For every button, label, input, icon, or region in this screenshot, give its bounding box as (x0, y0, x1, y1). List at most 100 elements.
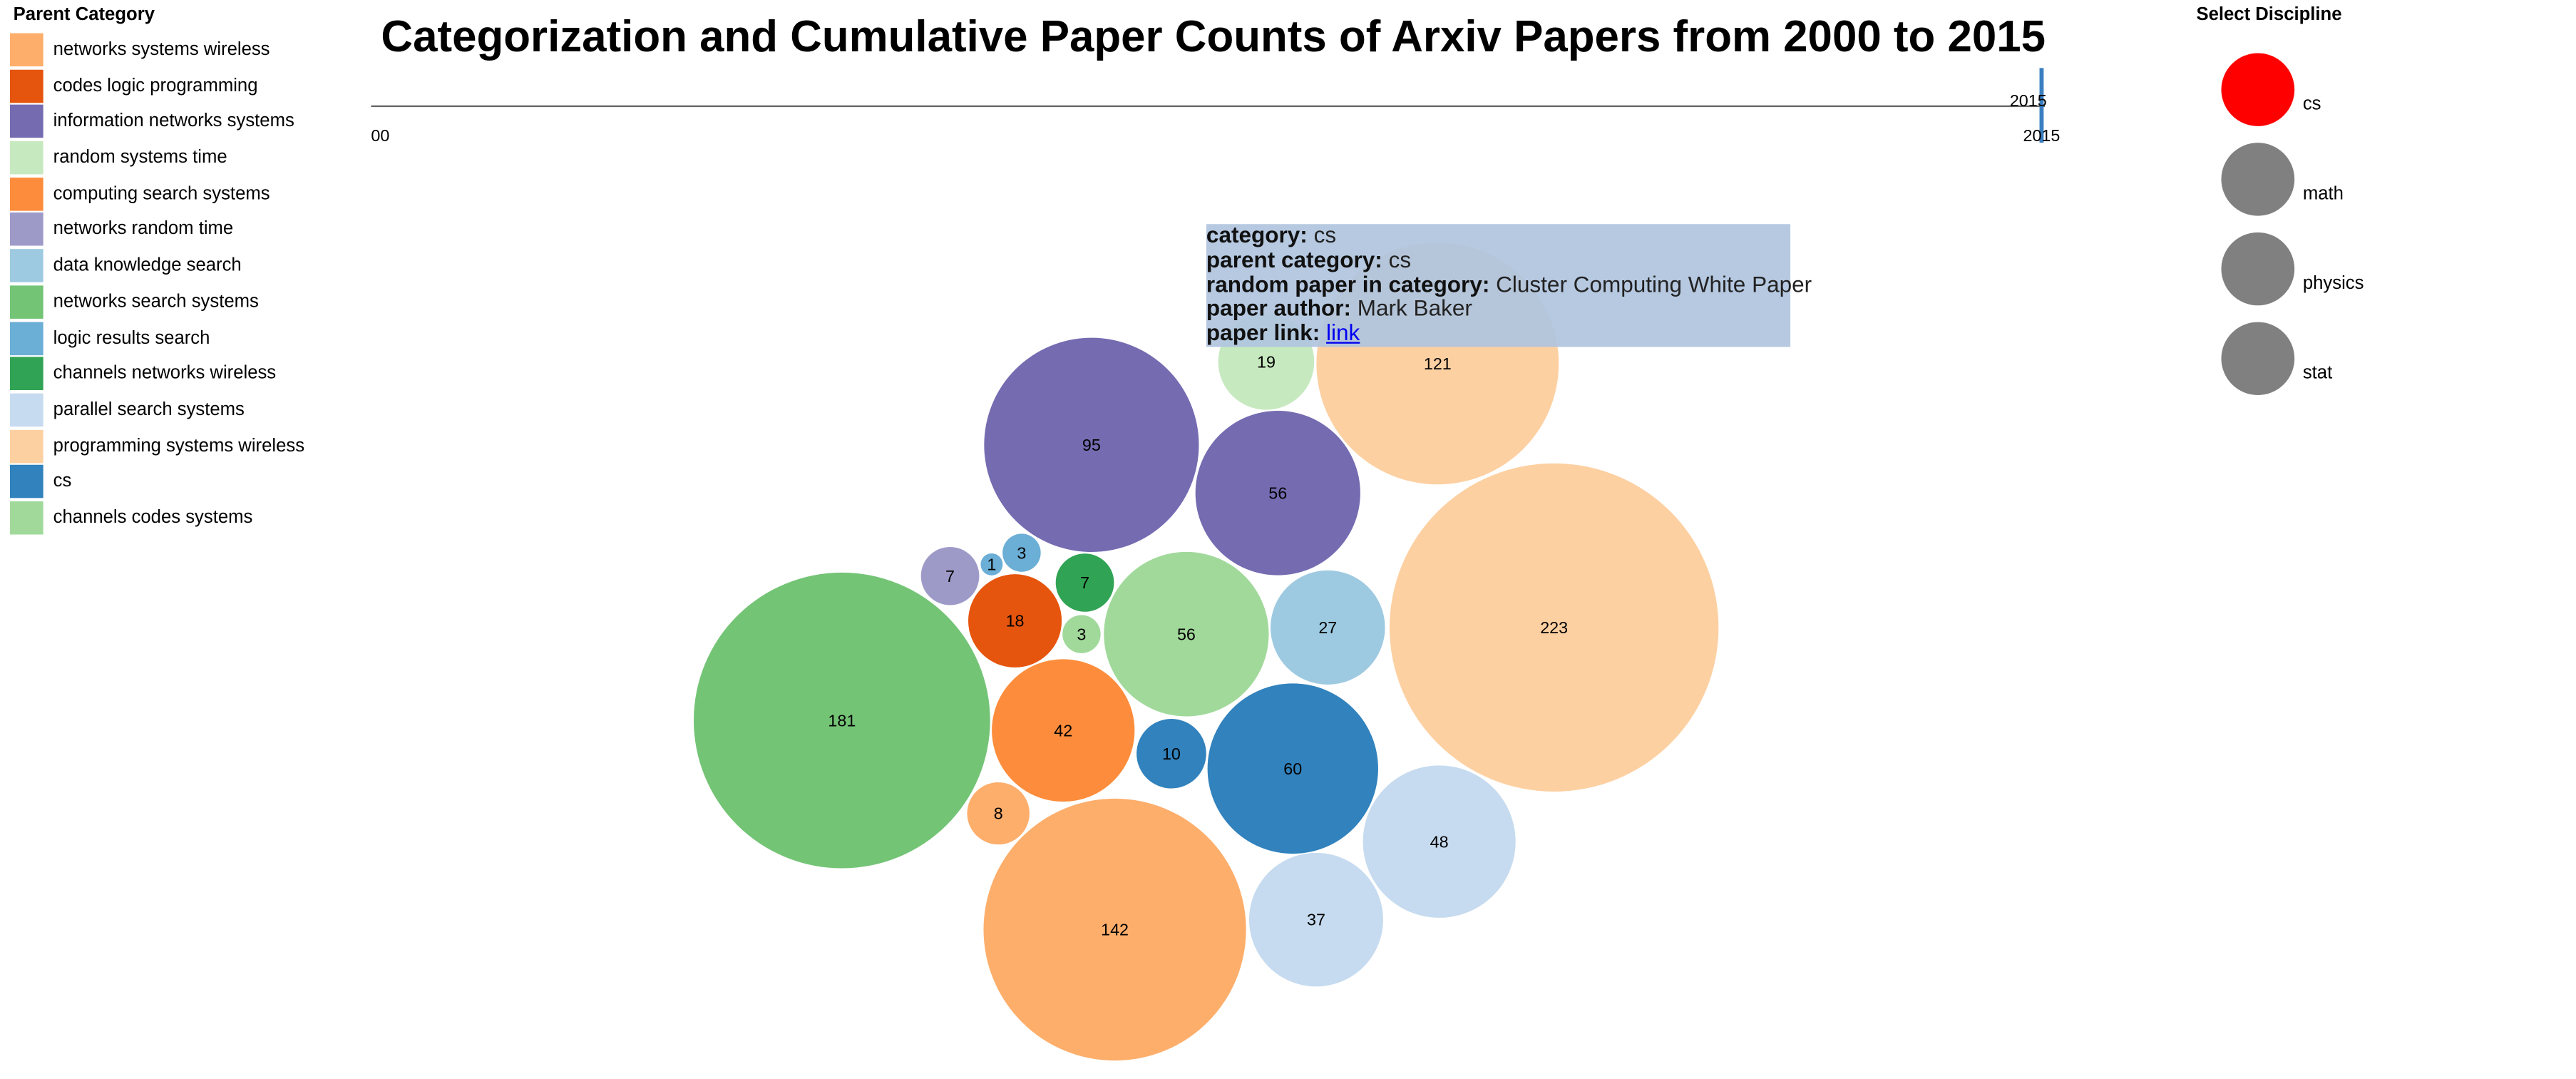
bubble-label: 37 (1307, 911, 1325, 929)
bubble-circle[interactable] (920, 546, 980, 605)
bubble-label: 142 (1101, 921, 1129, 939)
bubble[interactable]: 18 (968, 574, 1062, 668)
bubble[interactable]: 7 (1055, 553, 1114, 612)
bubble-label: 60 (1283, 760, 1302, 778)
legend-swatch (10, 357, 43, 391)
bubble-circle[interactable] (1055, 553, 1114, 612)
discipline-cs-circle[interactable] (2221, 53, 2295, 126)
legend-label: networks systems wireless (53, 39, 270, 60)
bubble-label: 48 (1430, 832, 1449, 851)
bubble-circle[interactable] (1104, 551, 1269, 717)
bubble-label: 223 (1540, 618, 1568, 637)
bubble-circle[interactable] (980, 553, 1003, 576)
legend-label: networks search systems (53, 292, 259, 312)
legend-label: channels codes systems (53, 508, 253, 528)
bubble-circle[interactable] (984, 337, 1199, 553)
bubble[interactable]: 10 (1136, 719, 1206, 789)
bubble-circle[interactable] (992, 659, 1135, 802)
legend-label: data knowledge search (53, 255, 242, 276)
bubble-label: 3 (1077, 625, 1086, 643)
paper-tooltip: category: cs parent category: cs random … (1206, 222, 1812, 347)
bubble-circle[interactable] (1136, 719, 1206, 789)
tooltip-author-key: paper author: (1206, 296, 1352, 322)
legend-label: logic results search (53, 327, 210, 348)
bubble[interactable]: 142 (983, 798, 1246, 1061)
bubble-label: 181 (828, 711, 856, 730)
tooltip-link-key: paper link: (1206, 320, 1320, 346)
discipline-cs-label: cs (2302, 94, 2321, 115)
legend-label: computing search systems (53, 183, 270, 204)
bubble-label: 18 (1006, 612, 1025, 630)
bubble-label: 1 (987, 556, 996, 574)
bubble-circle[interactable] (967, 782, 1030, 845)
bubble-label: 19 (1257, 353, 1276, 372)
bubble[interactable]: 223 (1389, 463, 1719, 792)
legend-label: cs (53, 471, 72, 492)
bubble-label: 3 (1017, 543, 1026, 562)
discipline-math-circle[interactable] (2221, 143, 2295, 216)
year-slider[interactable]: 2015 00 2015 (0, 0, 2576, 166)
legend-label: codes logic programming (53, 76, 258, 96)
bubble[interactable]: 56 (1195, 411, 1360, 576)
bubble-circle[interactable] (1207, 683, 1378, 854)
bubble[interactable]: 37 (1248, 852, 1383, 987)
discipline-physics-label: physics (2302, 274, 2364, 295)
bubble[interactable]: 1 (980, 553, 1003, 576)
legend-swatch (10, 321, 43, 354)
legend-label: information networks systems (53, 111, 294, 132)
legend-swatch (10, 177, 43, 211)
bubble-label: 27 (1318, 618, 1337, 637)
tooltip-parent-value: cs (1388, 247, 1412, 272)
discipline-option-physics[interactable]: physics (2221, 232, 2421, 309)
legend-label: networks random time (53, 220, 234, 240)
bubble-label: 95 (1082, 436, 1101, 454)
bubble[interactable]: 7 (920, 546, 980, 605)
discipline-option-stat[interactable]: stat (2221, 322, 2421, 399)
discipline-stat-label: stat (2302, 363, 2333, 384)
bubble-circle[interactable] (1002, 533, 1041, 572)
bubble-circle[interactable] (968, 574, 1062, 668)
bubble-label: 121 (1424, 354, 1452, 373)
bubble[interactable]: 42 (992, 659, 1135, 802)
bubble[interactable]: 8 (967, 782, 1030, 845)
bubble-circle[interactable] (1062, 615, 1101, 653)
legend-label: channels networks wireless (53, 364, 277, 384)
bubble[interactable]: 48 (1363, 765, 1516, 918)
tooltip-paper-key: random paper in category: (1206, 271, 1490, 297)
tooltip-paper-value: Cluster Computing White Paper (1496, 271, 1812, 297)
bubble-circle[interactable] (1271, 570, 1385, 685)
discipline-option-cs[interactable]: cs (2221, 53, 2421, 129)
bubble[interactable]: 3 (1062, 615, 1101, 653)
discipline-option-math[interactable]: math (2221, 143, 2421, 219)
bubble[interactable]: 60 (1207, 683, 1378, 854)
bubble-circle[interactable] (1363, 765, 1516, 918)
legend-title: Parent Category (13, 4, 155, 25)
bubble[interactable]: 95 (984, 337, 1199, 553)
bubble-label: 7 (1080, 573, 1089, 592)
bubble-circle[interactable] (694, 572, 990, 869)
bubble[interactable]: 181 (694, 572, 990, 869)
bubble[interactable]: 3 (1002, 533, 1041, 572)
tooltip-parent-key: parent category: (1206, 247, 1382, 272)
bubble-label: 56 (1177, 625, 1196, 643)
legend-swatch (10, 105, 43, 139)
chart-title: Categorization and Cumulative Paper Coun… (381, 11, 2046, 62)
bubble-circle[interactable] (1389, 463, 1719, 792)
bubble-label: 56 (1268, 484, 1287, 503)
discipline-physics-circle[interactable] (2221, 232, 2295, 306)
bubble-circle[interactable] (1195, 411, 1360, 576)
slider-end-label: 2015 (2023, 126, 2061, 145)
tooltip-paper-link[interactable]: link (1326, 320, 1360, 346)
discipline-stat-circle[interactable] (2221, 322, 2295, 395)
bubble[interactable]: 27 (1271, 570, 1385, 685)
bubble-circle[interactable] (983, 798, 1246, 1061)
tooltip-category-value: cs (1313, 222, 1337, 247)
bubble-label: 42 (1054, 721, 1072, 740)
bubble[interactable]: 56 (1104, 551, 1269, 717)
bubble-circle[interactable] (1248, 852, 1383, 987)
legend-swatch (10, 140, 43, 175)
legend-swatch (10, 501, 43, 535)
discipline-selector-title: Select Discipline (2196, 4, 2342, 25)
